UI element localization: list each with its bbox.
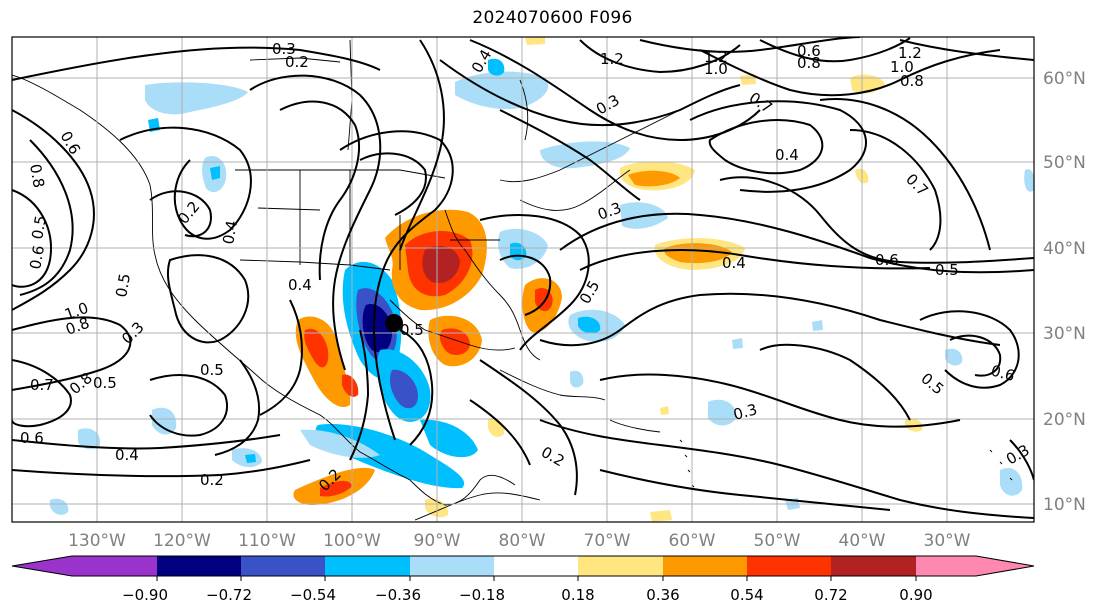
contour-label: 0.5 bbox=[93, 374, 117, 392]
colorbar-segment bbox=[663, 556, 747, 576]
colorbar-segment bbox=[410, 556, 494, 576]
colorbar-tick-label: −0.72 bbox=[206, 586, 252, 604]
colorbar-tick-label: −0.36 bbox=[375, 586, 421, 604]
colorbar-tick-label: 0.72 bbox=[814, 586, 847, 604]
lon-label: 110°W bbox=[238, 531, 296, 551]
contour-label: 0.8 bbox=[26, 163, 48, 190]
colorbar-extend-low bbox=[12, 556, 72, 576]
colorbar-extend-high bbox=[976, 556, 1034, 576]
contour-label: 0.3 bbox=[731, 400, 759, 424]
contour-label: 0.5 bbox=[112, 272, 134, 299]
contour-label: 0.5 bbox=[200, 361, 224, 379]
colorbar-tick-label: −0.54 bbox=[290, 586, 336, 604]
contour-label: 0.5 bbox=[935, 261, 959, 279]
colorbar-outline bbox=[11, 555, 1035, 577]
contour-label: 1.2 bbox=[898, 44, 922, 62]
contour-lines bbox=[12, 37, 1034, 519]
contour-label: 0.6 bbox=[26, 244, 48, 271]
graticule bbox=[12, 37, 1034, 522]
colorbar-tick-label: 0.18 bbox=[561, 586, 594, 604]
positive-anomaly-fill bbox=[293, 37, 923, 522]
colorbar-segment bbox=[747, 556, 831, 576]
lat-label: 10°N bbox=[1043, 495, 1086, 515]
contour-label: 0.4 bbox=[722, 254, 746, 272]
colorbar-segment bbox=[916, 556, 976, 576]
colorbar-ticks bbox=[156, 576, 917, 581]
lon-label: 60°W bbox=[669, 531, 716, 551]
lon-label: 40°W bbox=[839, 531, 886, 551]
contour-label: 0.7 bbox=[30, 376, 54, 394]
lon-label: 100°W bbox=[323, 531, 381, 551]
colorbar-segment bbox=[241, 556, 325, 576]
lat-label: 20°N bbox=[1043, 410, 1086, 430]
lat-label: 40°N bbox=[1043, 239, 1086, 259]
figure-title: 2024070600 F096 bbox=[472, 8, 633, 28]
contour-label: 0.3 bbox=[272, 40, 296, 58]
contour-label: 0.6 bbox=[20, 429, 44, 447]
colorbar-tick-label: −0.18 bbox=[459, 586, 505, 604]
location-marker bbox=[385, 314, 403, 332]
colorbar-segment bbox=[494, 556, 578, 576]
colorbar-segment bbox=[578, 556, 663, 576]
colorbar-segment bbox=[325, 556, 410, 576]
contour-label: 0.2 bbox=[200, 471, 224, 489]
lon-label: 90°W bbox=[414, 531, 461, 551]
lon-label: 70°W bbox=[584, 531, 631, 551]
negative-anomaly-fill bbox=[50, 58, 1034, 515]
contour-label: 0.6 bbox=[875, 251, 899, 269]
colorbar-segment bbox=[157, 556, 241, 576]
lon-label: 120°W bbox=[153, 531, 211, 551]
colorbar-segment bbox=[831, 556, 916, 576]
contour-label: 0.8 bbox=[797, 54, 821, 72]
contour-label: 0.2 bbox=[285, 53, 309, 71]
lat-label: 50°N bbox=[1043, 153, 1086, 173]
colorbar-segment bbox=[72, 556, 157, 576]
colorbar-tick-label: 0.36 bbox=[646, 586, 679, 604]
lon-label: 130°W bbox=[68, 531, 126, 551]
lon-label: 80°W bbox=[499, 531, 546, 551]
colorbar: −0.90 −0.72 −0.54 −0.36 −0.18 0.18 0.36 … bbox=[11, 555, 1035, 604]
contour-label: 0.4 bbox=[219, 219, 241, 246]
contour-label: 1.0 bbox=[704, 60, 728, 78]
contour-label: 0.5 bbox=[400, 321, 424, 339]
contour-label: 0.4 bbox=[115, 446, 139, 464]
contour-label: 0.6 bbox=[797, 42, 821, 60]
contour-label: 0.4 bbox=[775, 146, 799, 164]
colorbar-tick-label: 0.54 bbox=[730, 586, 763, 604]
contour-label: 0.5 bbox=[28, 214, 50, 241]
map-frame bbox=[11, 36, 1035, 523]
contour-label: 0.6 bbox=[989, 361, 1017, 385]
lon-label: 30°W bbox=[924, 531, 971, 551]
colorbar-tick-labels: −0.90 −0.72 −0.54 −0.36 −0.18 0.18 0.36 … bbox=[122, 586, 933, 604]
contour-label: 1.2 bbox=[600, 50, 624, 68]
contour-label: 0.8 bbox=[900, 72, 924, 90]
colorbar-tick-label: 0.90 bbox=[899, 586, 932, 604]
contour-label: 1.0 bbox=[890, 58, 914, 76]
lat-label: 60°N bbox=[1043, 69, 1086, 89]
latitude-labels: 60°N 50°N 40°N 30°N 20°N 10°N bbox=[1043, 69, 1086, 515]
longitude-labels: 130°W 120°W 110°W 100°W 90°W 80°W 70°W 6… bbox=[68, 531, 971, 551]
colorbar-tick-label: −0.90 bbox=[122, 586, 168, 604]
lat-label: 30°N bbox=[1043, 324, 1086, 344]
lon-label: 50°W bbox=[754, 531, 801, 551]
contour-label: 0.4 bbox=[288, 276, 312, 294]
contour-label: 1.2 bbox=[704, 48, 728, 66]
